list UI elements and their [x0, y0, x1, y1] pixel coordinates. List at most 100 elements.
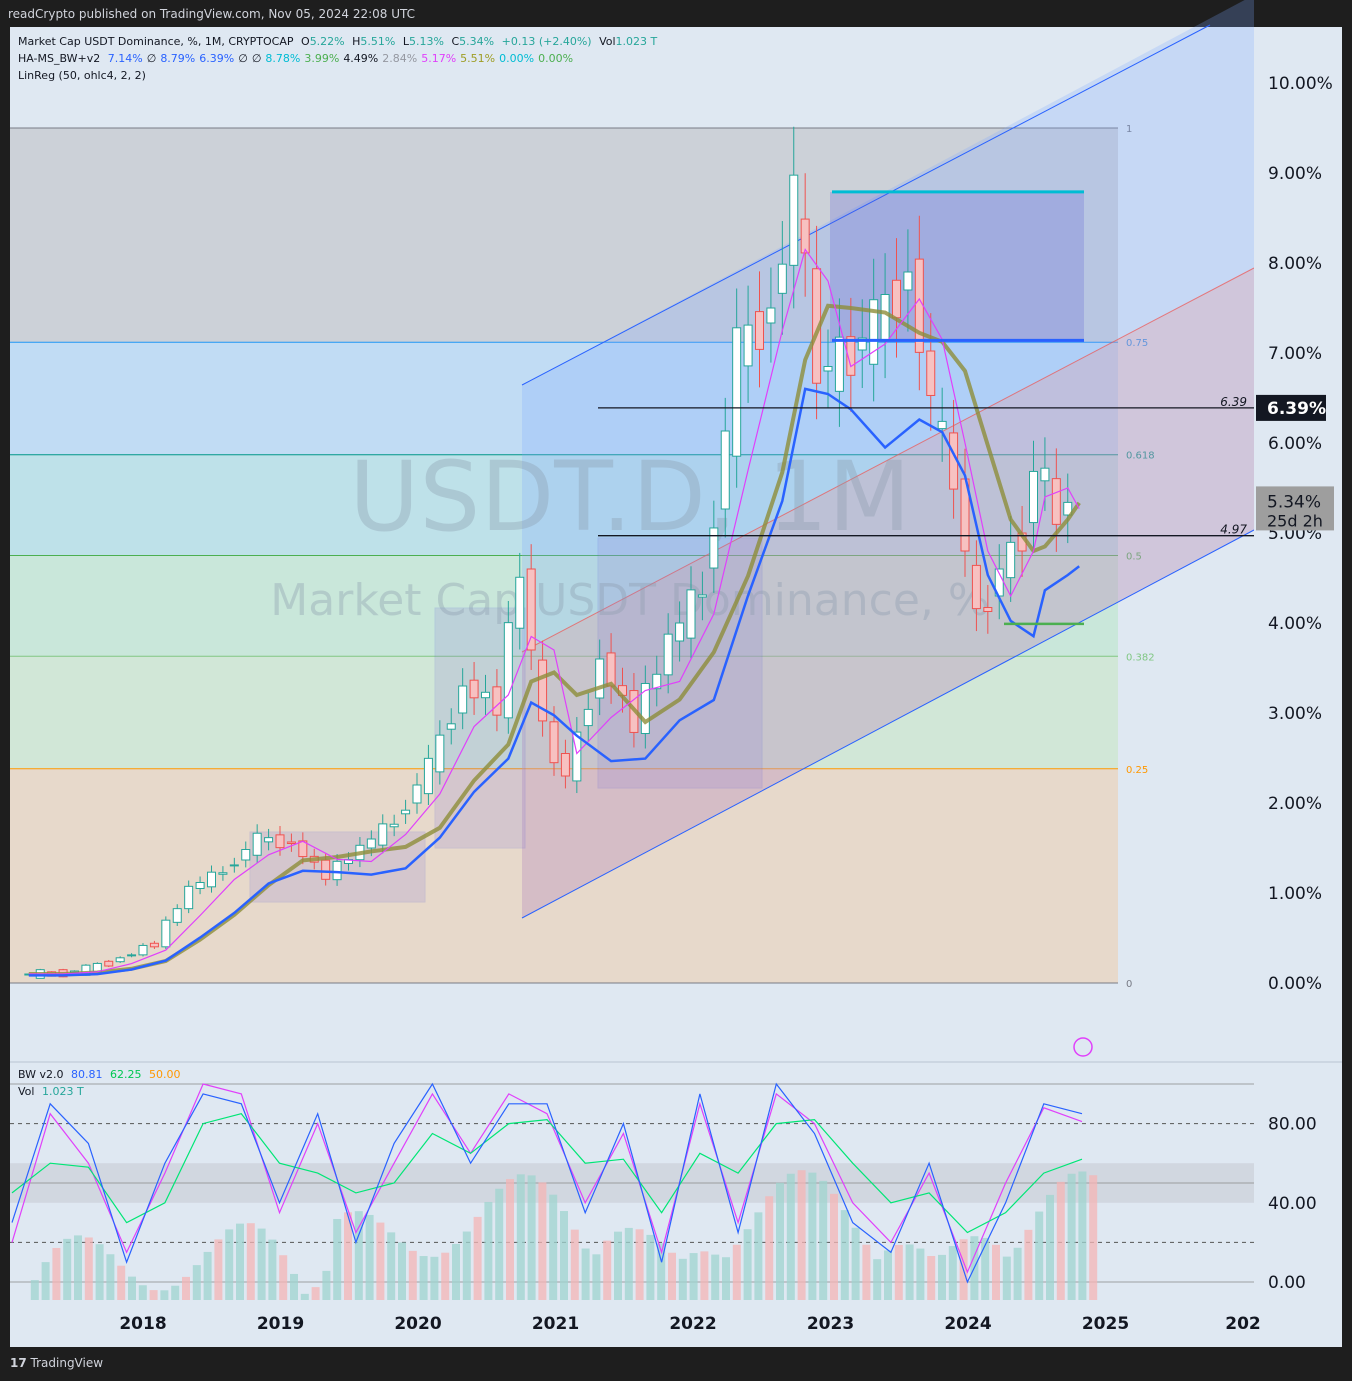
range-box	[597, 537, 763, 789]
regression-channel	[522, 0, 1254, 918]
fib-label: 0.5	[1126, 552, 1142, 563]
volume-bar	[754, 1212, 763, 1300]
legend-l: 5.13%	[409, 35, 444, 48]
candle-body	[138, 944, 148, 956]
candle-body	[435, 734, 445, 773]
time-tick: 2019	[257, 1314, 304, 1334]
volume-bar	[765, 1196, 774, 1300]
legend-bw-v1: 80.81	[71, 1068, 103, 1081]
candle-body	[709, 527, 719, 569]
candle-body	[595, 658, 605, 699]
volume-bar	[592, 1254, 601, 1300]
legend-vol2-value: 1.023 T	[41, 1085, 84, 1098]
candle-body	[115, 957, 125, 963]
volume-bar	[884, 1250, 892, 1300]
volume-bar	[182, 1276, 190, 1300]
candle-body	[755, 311, 764, 350]
candle-body	[937, 420, 947, 430]
legend-ha-value: ∅	[238, 52, 248, 65]
legend-ha-value: ∅	[251, 52, 262, 65]
fib-band	[10, 555, 1118, 657]
candle-body	[469, 679, 479, 699]
candle-body	[458, 685, 468, 714]
volume-bar	[290, 1273, 298, 1300]
channel-upper-line	[521, 24, 1211, 386]
candle-body	[264, 837, 274, 843]
legend-bw-v3: 50.00	[149, 1068, 181, 1081]
regression-lower-half	[522, 268, 1254, 918]
time-tick: 2023	[807, 1314, 854, 1334]
volume-bar	[776, 1182, 784, 1300]
candle-body	[218, 872, 228, 875]
candle-body	[172, 908, 182, 923]
volume-bar	[441, 1252, 450, 1300]
price-label: 5.34%	[1267, 492, 1321, 512]
volume-bar	[333, 1218, 342, 1300]
fib-label: 0.75	[1126, 338, 1148, 349]
candle-body	[686, 589, 696, 639]
volume-bar	[214, 1239, 223, 1300]
volume-bar	[30, 1280, 39, 1300]
volume-bar	[300, 1293, 309, 1300]
volume-bar	[1078, 1171, 1087, 1300]
volume-bar	[236, 1223, 244, 1300]
time-tick: 2021	[532, 1314, 579, 1334]
range-box	[830, 192, 1084, 342]
legend-o: 5.22%	[309, 35, 345, 48]
candle-body	[446, 723, 456, 730]
legend-ha-value: ∅	[146, 52, 157, 65]
volume-bar	[138, 1285, 147, 1300]
price-tick: 0.00%	[1268, 974, 1322, 994]
volume-bar	[128, 1276, 136, 1300]
volume-bar	[41, 1262, 50, 1300]
candle-body	[401, 809, 411, 815]
candle-body	[971, 564, 981, 610]
volume-bar	[1024, 1229, 1033, 1300]
fib-label: 0.25	[1126, 765, 1148, 776]
volume-bar	[603, 1240, 612, 1300]
volume-bar	[894, 1244, 903, 1300]
candle-body	[583, 708, 593, 727]
legend-ha-value: 7.14%	[107, 52, 143, 65]
volume-bar	[797, 1170, 806, 1300]
legend-bw-v2: 62.25	[110, 1068, 142, 1081]
legend-ha-value: 3.99%	[304, 52, 340, 65]
volume-bar	[916, 1248, 925, 1300]
volume-bar	[516, 1174, 525, 1300]
volume-bar	[635, 1229, 644, 1300]
volume-bar	[506, 1179, 514, 1300]
price-tick: 6.00%	[1268, 434, 1322, 454]
volume-bar	[1035, 1211, 1044, 1300]
volume-bar	[862, 1244, 871, 1300]
volume-bar	[452, 1243, 460, 1300]
ma-line-fast	[28, 248, 1080, 975]
candle-body	[526, 568, 536, 651]
footer: 𝟭𝟳 TradingView	[0, 1348, 1352, 1381]
candle-body	[229, 864, 239, 867]
volume-bar	[225, 1229, 234, 1300]
osc-tick: 80.00	[1268, 1115, 1317, 1135]
channel-mid-line	[521, 267, 1255, 653]
candle-body	[549, 721, 559, 764]
volume-bar	[365, 1214, 374, 1300]
legend-ha-value: 6.39%	[199, 52, 235, 65]
legend-symbol: Market Cap USDT Dominance, %, 1M, CRYPTO…	[18, 35, 294, 48]
candle-body	[515, 576, 525, 629]
legend-c-label: C	[451, 35, 460, 48]
volume-bar	[74, 1235, 82, 1300]
time-tick: 2020	[394, 1314, 441, 1334]
volume-bar	[538, 1182, 547, 1300]
volume-bar	[570, 1229, 579, 1300]
volume-bar	[419, 1256, 428, 1300]
volume-bar	[192, 1265, 201, 1300]
candle-body	[572, 731, 582, 782]
volume-bar	[430, 1256, 439, 1300]
price-label-countdown: 25d 2h	[1267, 511, 1323, 530]
volume-bar	[581, 1248, 590, 1300]
candle-body	[892, 279, 901, 319]
price-label-bg	[1256, 486, 1334, 531]
watermark-symbol: USDT.D, 1M	[349, 441, 911, 553]
candle-body	[914, 258, 924, 353]
volume-bar	[462, 1231, 471, 1300]
